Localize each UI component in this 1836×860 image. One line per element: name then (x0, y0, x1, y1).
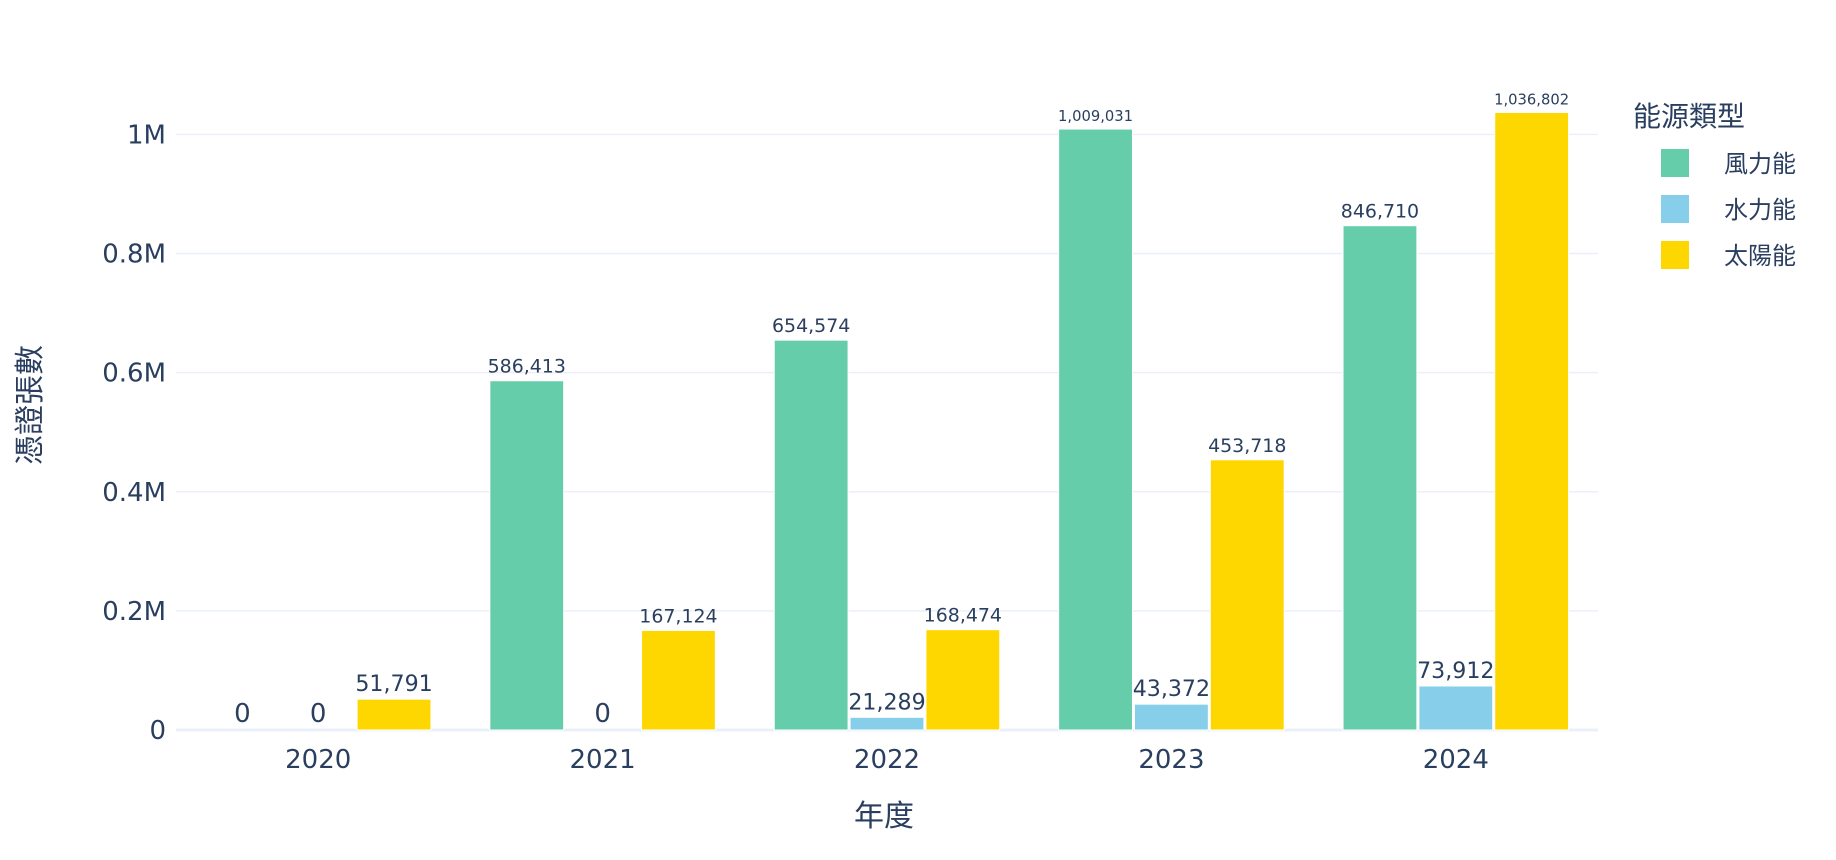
legend-item-1[interactable]: 水力能 (1661, 195, 1796, 224)
bar-2022-0[interactable] (773, 339, 849, 731)
data-label: 0 (594, 699, 611, 729)
data-label: 0 (310, 699, 327, 729)
bar-2021-2[interactable] (641, 629, 716, 731)
data-label: 168,474 (924, 605, 1002, 627)
y-tick-label: 0 (149, 716, 166, 746)
legend-item-2[interactable]: 太陽能 (1661, 241, 1796, 270)
data-label: 453,718 (1208, 435, 1286, 457)
bar-2024-2[interactable] (1494, 111, 1570, 731)
y-tick-label: 0.8M (102, 240, 166, 270)
legend-swatch (1661, 241, 1689, 269)
x-tick-label: 2024 (1423, 745, 1489, 775)
x-tick-label: 2020 (285, 745, 351, 775)
bar-2022-2[interactable] (925, 629, 1001, 731)
bar-2024-0[interactable] (1342, 225, 1418, 731)
data-label: 73,912 (1417, 658, 1494, 684)
x-tick-label: 2023 (1138, 745, 1204, 775)
legend-label: 風力能 (1724, 150, 1796, 178)
data-label: 1,036,802 (1494, 91, 1569, 108)
y-tick-label: 0.4M (102, 478, 166, 508)
bar-2023-1[interactable] (1133, 703, 1209, 731)
legend-label: 太陽能 (1724, 242, 1796, 270)
x-tick-label: 2022 (854, 745, 920, 775)
y-tick-label: 0.2M (102, 597, 166, 627)
y-axis-ticks: 0 0.2M 0.4M 0.6M 0.8M 1M (102, 120, 166, 746)
legend-title: 能源類型 (1633, 100, 1745, 133)
data-label: 846,710 (1341, 201, 1419, 223)
data-label: 43,372 (1133, 676, 1210, 702)
legend-swatch (1661, 195, 1689, 223)
bar-2023-2[interactable] (1209, 459, 1285, 731)
data-label: 0 (234, 699, 251, 729)
y-axis-title: 憑證張數 (13, 345, 48, 465)
data-label: 21,289 (848, 689, 925, 715)
data-label: 586,413 (488, 356, 566, 378)
bar-2021-0[interactable] (489, 380, 565, 731)
data-label: 654,574 (772, 315, 850, 337)
bar-2020-2[interactable] (356, 698, 432, 731)
legend-swatch (1661, 149, 1689, 177)
data-label: 1,009,031 (1058, 108, 1133, 125)
bar-2022-1[interactable] (849, 716, 925, 731)
x-axis-ticks: 2020 2021 2022 2023 2024 (285, 745, 1489, 775)
x-axis-title: 年度 (854, 799, 914, 834)
data-labels: 0 0 51,791 586,413 0 167,124 654,574 21,289 168,… (234, 91, 1569, 729)
legend-label: 水力能 (1724, 196, 1796, 224)
bar-2023-0[interactable] (1058, 128, 1133, 731)
data-label: 51,791 (355, 671, 432, 697)
bar-2024-1[interactable] (1418, 685, 1494, 731)
y-tick-label: 0.6M (102, 359, 166, 389)
data-label: 167,124 (639, 605, 717, 627)
y-tick-label: 1M (127, 120, 166, 150)
x-tick-label: 2021 (570, 745, 636, 775)
legend-item-0[interactable]: 風力能 (1661, 149, 1796, 178)
bars (356, 111, 1570, 731)
